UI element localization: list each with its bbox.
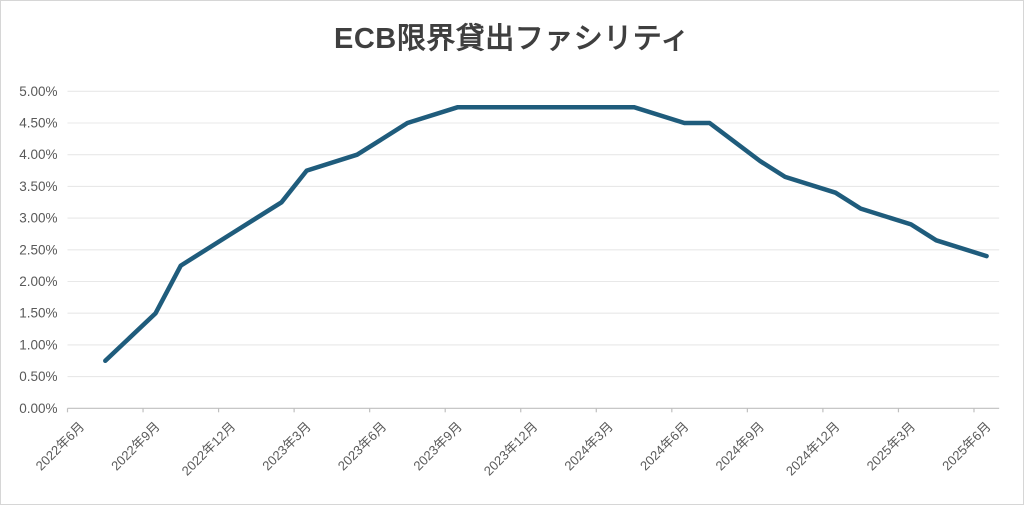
x-axis-tick-label: 2023年6月 (335, 419, 390, 474)
x-axis-tick-label: 2025年3月 (864, 419, 919, 474)
x-axis-tick-label: 2023年3月 (259, 419, 314, 474)
y-axis-tick-label: 5.00% (19, 84, 57, 99)
chart-title: ECB限界貸出ファシリティ (334, 23, 690, 55)
y-axis-tick-label: 4.50% (19, 116, 57, 131)
x-axis-tick-label: 2023年9月 (410, 419, 465, 474)
x-axis-tick-label: 2024年9月 (713, 419, 768, 474)
x-axis-tick-label: 2023年12月 (481, 419, 541, 479)
x-axis-tick-label: 2022年6月 (33, 419, 88, 474)
y-axis-tick-label: 2.00% (19, 274, 57, 289)
x-axis-tick-label: 2022年9月 (108, 419, 163, 474)
y-axis-tick-label: 3.00% (19, 211, 57, 226)
rate-line (103, 104, 989, 364)
y-axis-tick-label: 1.00% (19, 337, 57, 352)
y-axis-tick-label: 0.50% (19, 369, 57, 384)
y-axis-tick-label: 1.50% (19, 306, 57, 321)
x-axis-tick-label: 2025年6月 (939, 419, 994, 474)
x-axis-tick-label: 2022年12月 (179, 419, 239, 479)
y-axis-tick-label: 2.50% (19, 242, 57, 257)
y-axis-tick-label: 4.00% (19, 147, 57, 162)
x-axis-tick-label: 2024年6月 (637, 419, 692, 474)
y-axis-tick-label: 0.00% (19, 401, 57, 416)
x-axis-tick-label: 2024年3月 (561, 419, 616, 474)
x-axis-tick-label: 2024年12月 (783, 419, 843, 479)
y-axis-tick-label: 3.50% (19, 179, 57, 194)
